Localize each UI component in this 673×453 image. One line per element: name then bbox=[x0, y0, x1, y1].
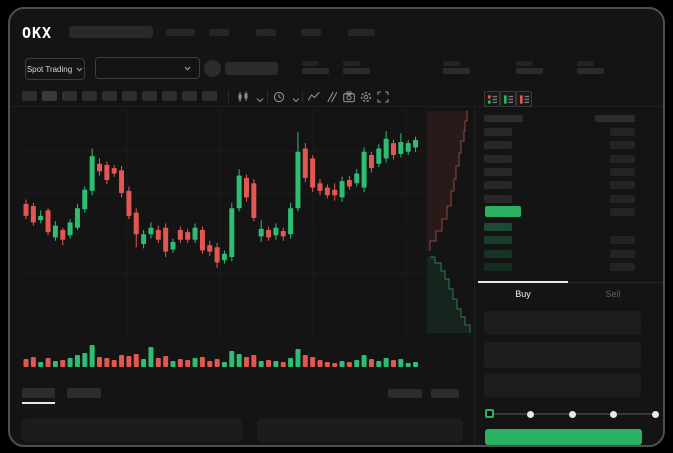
interval-icon[interactable] bbox=[272, 90, 285, 103]
ask-price-skeleton bbox=[484, 194, 512, 203]
candles-icon[interactable] bbox=[236, 90, 249, 103]
toolbar-bottom-divider bbox=[10, 106, 663, 107]
book-asks-view-icon[interactable] bbox=[516, 91, 532, 107]
bid-price-skeleton bbox=[484, 263, 512, 272]
ask-price-skeleton bbox=[484, 154, 512, 163]
ask-price-skeleton bbox=[484, 128, 512, 136]
timeframe-skeleton[interactable] bbox=[202, 91, 217, 101]
ask-price-skeleton bbox=[484, 141, 512, 150]
okx-logo[interactable]: OKX bbox=[22, 24, 53, 42]
total-field[interactable] bbox=[484, 373, 641, 397]
timeframe-skeleton[interactable] bbox=[122, 91, 137, 101]
amount-field[interactable] bbox=[484, 342, 641, 368]
timeframe-skeleton[interactable] bbox=[102, 91, 117, 101]
nav-item-skeleton[interactable] bbox=[301, 29, 321, 36]
chevron-down-icon[interactable] bbox=[253, 93, 266, 106]
slider-stop[interactable] bbox=[651, 410, 659, 418]
tab-sell[interactable]: Sell bbox=[605, 289, 621, 299]
pair-name-skeleton bbox=[225, 62, 278, 75]
price-field[interactable] bbox=[484, 311, 641, 335]
book-bids-view-icon[interactable] bbox=[500, 91, 516, 107]
timeframe-skeleton[interactable] bbox=[42, 91, 57, 101]
timeframe-skeleton[interactable] bbox=[22, 91, 37, 101]
drawing-tools-icon[interactable] bbox=[324, 90, 337, 103]
stat-label-skeleton bbox=[343, 61, 360, 66]
ask-amount-skeleton bbox=[610, 194, 635, 203]
bid-price-skeleton bbox=[484, 223, 512, 231]
depth-chart[interactable] bbox=[427, 111, 477, 333]
camera-icon[interactable] bbox=[342, 90, 355, 103]
ask-amount-skeleton bbox=[610, 208, 635, 217]
ask-price-skeleton bbox=[484, 168, 512, 177]
ask-amount-skeleton bbox=[610, 181, 635, 190]
bottom-tab-2-skeleton[interactable] bbox=[67, 388, 101, 398]
stat-value-skeleton bbox=[343, 68, 370, 74]
buy-submit-button[interactable] bbox=[485, 429, 642, 445]
settings-icon[interactable] bbox=[359, 90, 372, 103]
orderbook-amount-header-skeleton bbox=[595, 115, 635, 122]
pair-selector[interactable] bbox=[95, 57, 200, 79]
nav-item-skeleton[interactable] bbox=[209, 29, 229, 36]
bottom-right-skeleton-1 bbox=[388, 389, 422, 398]
timeframe-skeleton[interactable] bbox=[182, 91, 197, 101]
stat-value-skeleton bbox=[302, 68, 329, 74]
ask-amount-skeleton bbox=[610, 154, 635, 163]
stat-label-skeleton bbox=[516, 61, 533, 66]
slider-handle[interactable] bbox=[484, 409, 494, 418]
bottom-tab-indicator bbox=[22, 402, 55, 404]
bid-amount-skeleton bbox=[610, 249, 635, 258]
coin-avatar bbox=[204, 60, 221, 77]
panel-divider bbox=[474, 106, 475, 445]
stat-value-skeleton bbox=[516, 68, 543, 74]
bid-amount-skeleton bbox=[610, 263, 635, 272]
ask-amount-skeleton bbox=[610, 128, 635, 136]
timeframe-skeleton[interactable] bbox=[82, 91, 97, 101]
stat-label-skeleton bbox=[577, 61, 594, 66]
stat-value-skeleton bbox=[443, 68, 470, 74]
line-tool-icon[interactable] bbox=[307, 90, 320, 103]
bid-price-skeleton bbox=[484, 236, 512, 245]
slider-stop[interactable] bbox=[568, 410, 576, 418]
tabs-divider bbox=[478, 282, 663, 283]
last-price-bar[interactable] bbox=[485, 206, 521, 217]
stat-value-skeleton bbox=[577, 68, 604, 74]
fullscreen-icon[interactable] bbox=[376, 90, 389, 103]
bottom-right-skeleton-2 bbox=[431, 389, 459, 398]
bottom-panel-1 bbox=[22, 418, 242, 442]
logo-adjacent-skeleton bbox=[69, 26, 153, 38]
ask-amount-skeleton bbox=[610, 168, 635, 177]
bid-amount-skeleton bbox=[610, 236, 635, 245]
slider-stop[interactable] bbox=[527, 410, 534, 418]
stat-label-skeleton bbox=[443, 61, 460, 66]
nav-item-skeleton[interactable] bbox=[256, 29, 276, 36]
nav-item-skeleton[interactable] bbox=[166, 29, 195, 36]
timeframe-skeleton[interactable] bbox=[62, 91, 77, 101]
stat-label-skeleton bbox=[302, 61, 319, 66]
chevron-down-icon[interactable] bbox=[289, 93, 302, 106]
candlestick-chart[interactable] bbox=[20, 109, 426, 373]
toolbar-divider bbox=[302, 91, 303, 103]
orderbook-price-header-skeleton bbox=[484, 115, 523, 122]
timeframe-skeleton[interactable] bbox=[142, 91, 157, 101]
timeframe-skeleton[interactable] bbox=[162, 91, 177, 101]
ask-amount-skeleton bbox=[610, 141, 635, 150]
chevron-down-icon bbox=[184, 66, 191, 71]
market-type-selector[interactable]: Spot Trading bbox=[25, 58, 85, 80]
nav-item-skeleton[interactable] bbox=[348, 29, 375, 36]
toolbar-divider bbox=[267, 91, 268, 103]
slider-stop[interactable] bbox=[610, 410, 617, 418]
bottom-panel-2 bbox=[257, 418, 463, 442]
app-window: OKX Spot Trading bbox=[8, 7, 665, 447]
tab-buy[interactable]: Buy bbox=[515, 289, 531, 299]
book-split-view-icon[interactable] bbox=[484, 91, 500, 107]
bid-price-skeleton bbox=[484, 249, 512, 258]
ask-price-skeleton bbox=[484, 181, 512, 190]
bottom-tab-1-skeleton[interactable] bbox=[22, 388, 55, 398]
active-tab-indicator bbox=[478, 281, 568, 283]
chevron-down-icon bbox=[76, 67, 83, 72]
toolbar-divider bbox=[228, 91, 229, 103]
market-type-label: Spot Trading bbox=[26, 64, 73, 74]
